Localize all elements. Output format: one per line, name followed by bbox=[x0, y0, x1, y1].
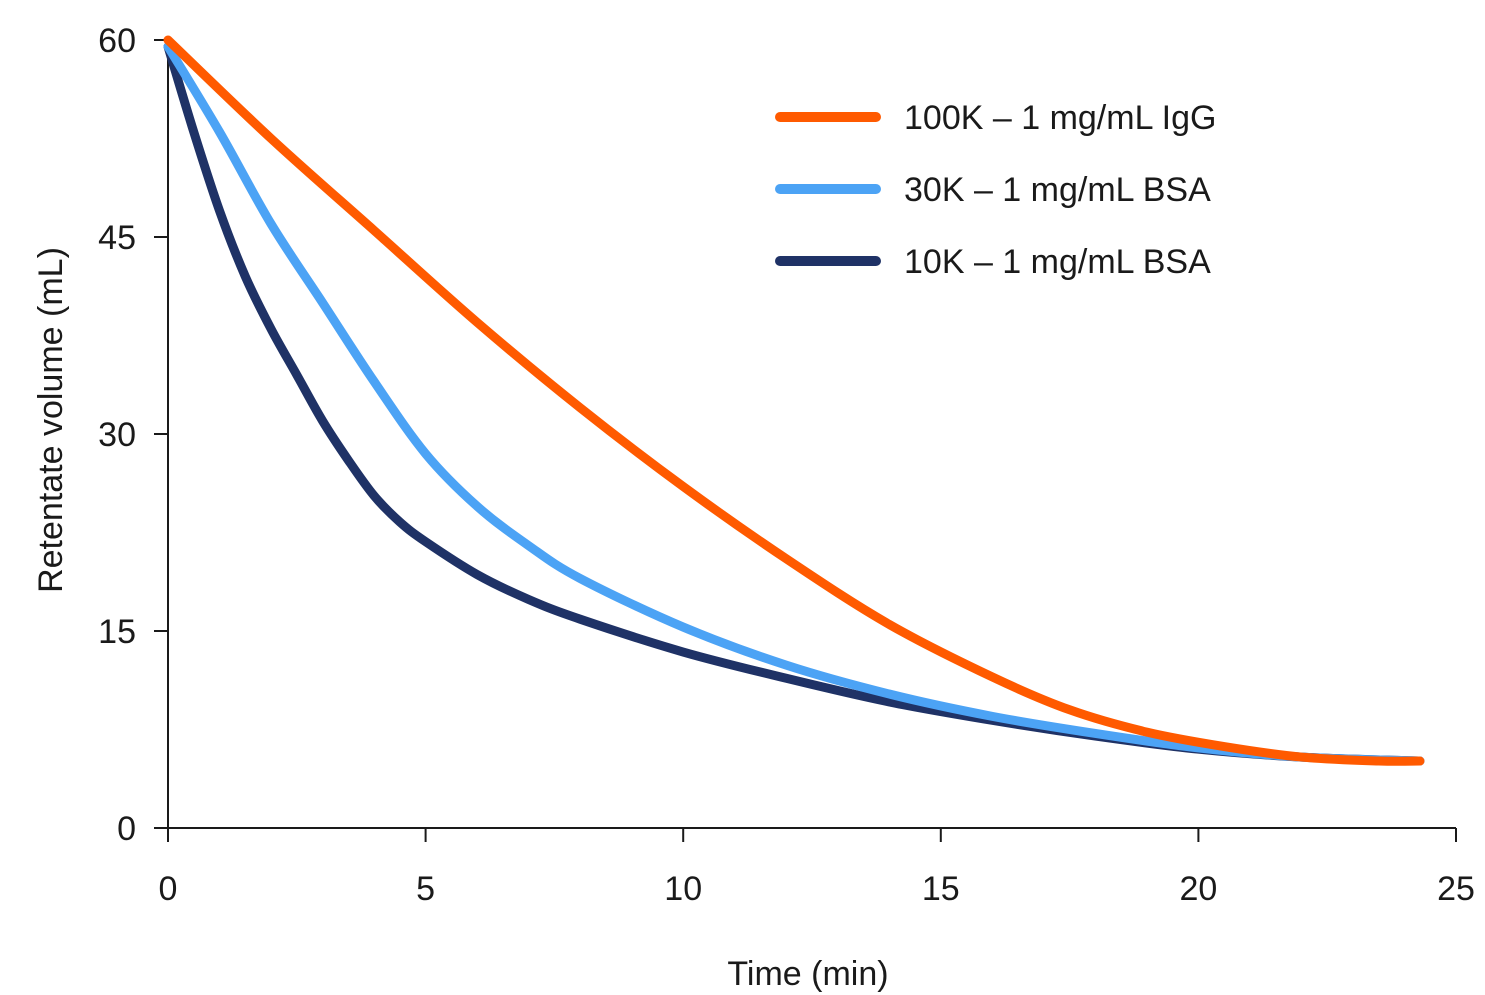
x-tick-label: 20 bbox=[1179, 870, 1217, 908]
y-tick-label: 0 bbox=[117, 810, 136, 848]
series-line-1 bbox=[163, 35, 1425, 766]
y-ticks: 0 15 30 45 60 bbox=[98, 22, 168, 848]
legend-label: 100K – 1 mg/mL IgG bbox=[904, 99, 1216, 137]
series-line-2 bbox=[163, 42, 1425, 766]
y-tick-label: 15 bbox=[98, 613, 136, 651]
x-tick-label: 0 bbox=[159, 870, 178, 908]
legend-label: 30K – 1 mg/mL BSA bbox=[904, 171, 1211, 209]
x-tick-label: 10 bbox=[664, 870, 702, 908]
y-tick-label: 45 bbox=[98, 219, 136, 257]
legend-label: 10K – 1 mg/mL BSA bbox=[904, 243, 1211, 281]
series-line-3 bbox=[163, 42, 1425, 766]
x-ticks: 0 5 10 15 20 25 bbox=[159, 828, 1475, 908]
y-axis-title: Retentate volume (mL) bbox=[32, 247, 70, 593]
x-tick-label: 25 bbox=[1437, 870, 1475, 908]
series-lines bbox=[163, 35, 1425, 766]
axes bbox=[167, 40, 1456, 829]
y-tick-label: 30 bbox=[98, 416, 136, 454]
legend: 100K – 1 mg/mL IgG 30K – 1 mg/mL BSA 10K –… bbox=[775, 99, 1216, 281]
y-tick-label: 60 bbox=[98, 22, 136, 60]
x-tick-label: 15 bbox=[922, 870, 960, 908]
x-tick-label: 5 bbox=[416, 870, 435, 908]
x-axis-title: Time (min) bbox=[727, 955, 888, 993]
